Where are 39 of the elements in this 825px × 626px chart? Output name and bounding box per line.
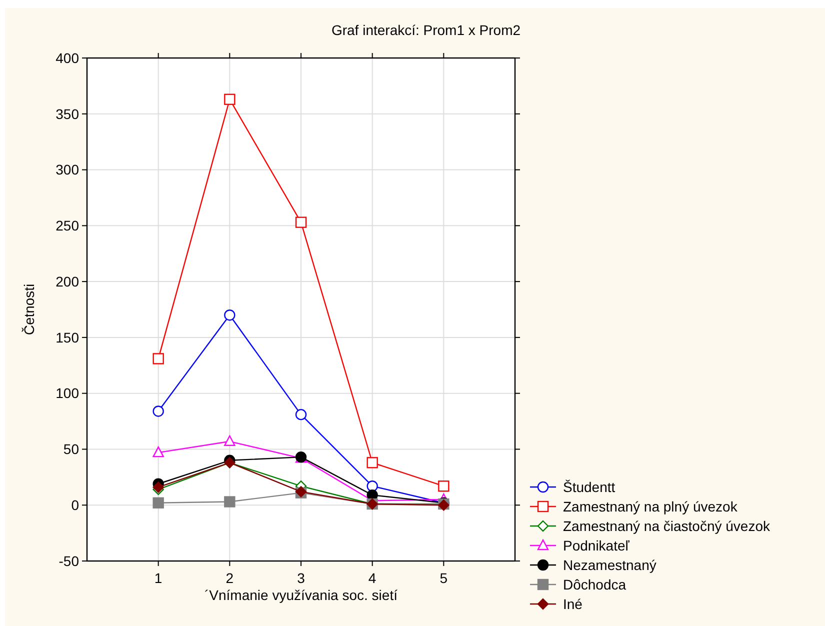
y-tick-label: 250: [56, 218, 80, 234]
point: [224, 94, 236, 105]
point: [152, 497, 164, 508]
point: [366, 480, 378, 492]
y-tick-label: 300: [56, 162, 80, 178]
point: [152, 482, 164, 493]
point: [152, 406, 164, 417]
legend-label: Nezamestnaný: [563, 556, 656, 573]
point: [224, 309, 236, 321]
y-tick-label: -50: [58, 552, 80, 569]
legend-label: Zamestnaný na čiastočný úvezok: [563, 518, 771, 534]
point: [224, 496, 236, 508]
point: [152, 353, 164, 364]
legend-label: Študentt: [563, 478, 616, 495]
x-tick-label: 3: [297, 570, 306, 586]
legend-label: Iné: [563, 596, 583, 612]
chart-title: Graf interakcí: Prom1 x Prom2: [331, 22, 521, 38]
y-tick-label: 150: [56, 329, 80, 346]
y-tick-label: 50: [63, 441, 80, 458]
legend-label: Dôchodca: [563, 576, 626, 592]
point: [366, 457, 378, 468]
legend-label: Zamestnaný na plný úvezok: [563, 498, 738, 514]
legend-label: Podnikateľ: [563, 537, 630, 554]
y-tick-label: 350: [56, 106, 80, 122]
x-tick-label: 5: [440, 570, 448, 586]
y-tick-label: 0: [71, 497, 80, 514]
x-axis-title: ´Vnímanie využívania soc. sietí: [204, 587, 398, 603]
y-axis-title: Četnosti: [21, 284, 37, 336]
point: [295, 408, 307, 420]
point: [438, 480, 450, 492]
point: [152, 446, 164, 458]
y-tick-label: 400: [56, 50, 80, 66]
x-tick-label: 2: [226, 570, 234, 586]
y-tick-label: 100: [56, 385, 80, 402]
y-tick-label: 200: [56, 273, 80, 290]
point: [295, 216, 307, 228]
x-tick-label: 1: [154, 570, 162, 586]
point: [224, 435, 236, 446]
x-tick-label: 4: [368, 570, 376, 586]
